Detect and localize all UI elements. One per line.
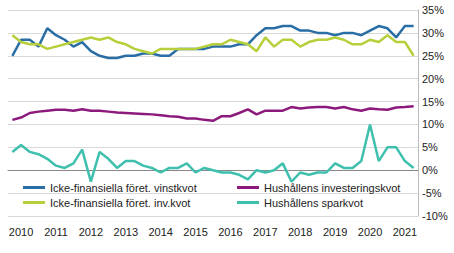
svg-text:2021: 2021 bbox=[393, 226, 417, 238]
svg-text:2017: 2017 bbox=[253, 226, 277, 238]
svg-text:2018: 2018 bbox=[288, 226, 312, 238]
svg-text:30%: 30% bbox=[422, 27, 444, 39]
svg-text:2012: 2012 bbox=[79, 226, 103, 238]
svg-text:Icke-finansiella föret. vinstk: Icke-finansiella föret. vinstkvot bbox=[50, 182, 197, 194]
svg-text:25%: 25% bbox=[422, 50, 444, 62]
svg-text:2011: 2011 bbox=[44, 226, 68, 238]
svg-text:10%: 10% bbox=[422, 118, 444, 130]
svg-text:-10%: -10% bbox=[422, 210, 448, 222]
svg-text:5%: 5% bbox=[422, 141, 438, 153]
svg-text:2020: 2020 bbox=[358, 226, 382, 238]
svg-text:2010: 2010 bbox=[9, 226, 33, 238]
svg-text:35%: 35% bbox=[422, 4, 444, 16]
svg-text:2013: 2013 bbox=[114, 226, 138, 238]
svg-text:2015: 2015 bbox=[183, 226, 207, 238]
svg-text:2019: 2019 bbox=[323, 226, 347, 238]
svg-text:-5%: -5% bbox=[422, 187, 442, 199]
svg-text:2014: 2014 bbox=[148, 226, 172, 238]
svg-text:2016: 2016 bbox=[218, 226, 242, 238]
svg-text:Hushållens sparkvot: Hushållens sparkvot bbox=[264, 197, 363, 209]
svg-text:0%: 0% bbox=[422, 164, 438, 176]
svg-text:Icke-finansiella föret. inv.kv: Icke-finansiella föret. inv.kvot bbox=[50, 197, 190, 209]
svg-text:Hushållens investeringskvot: Hushållens investeringskvot bbox=[264, 182, 400, 194]
svg-text:20%: 20% bbox=[422, 73, 444, 85]
svg-text:15%: 15% bbox=[422, 96, 444, 108]
